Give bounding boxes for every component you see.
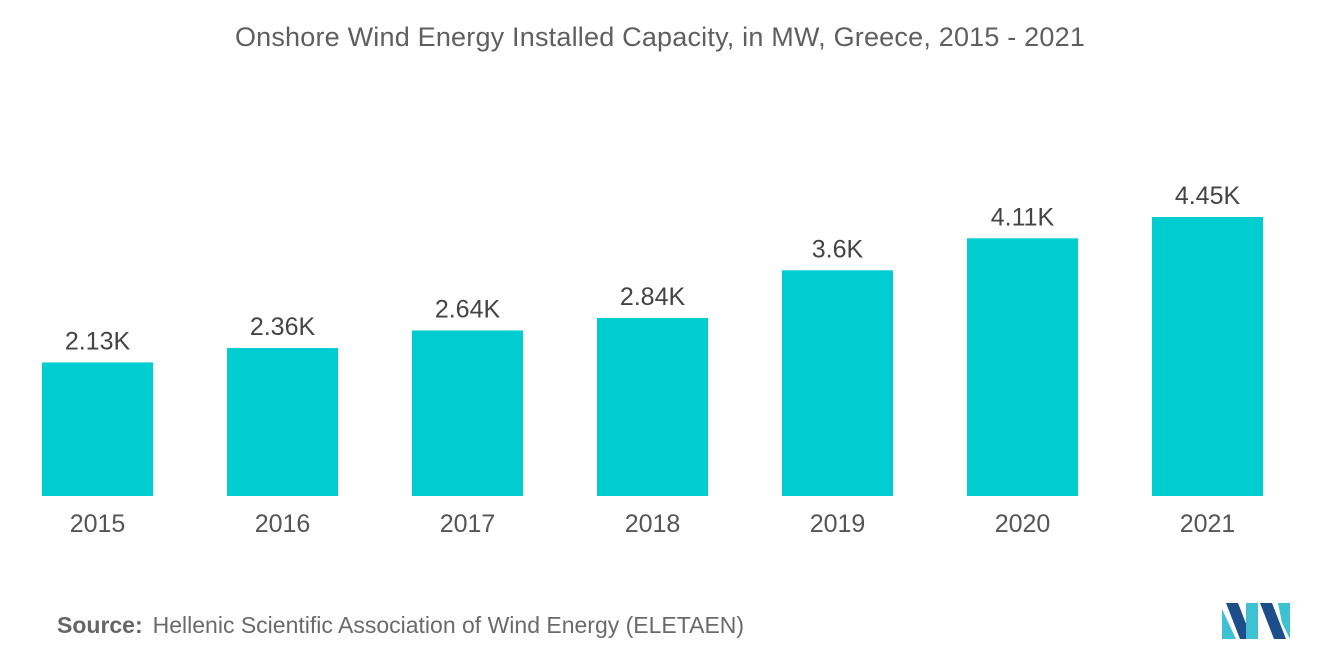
data-label-2017: 2.64K (435, 295, 501, 323)
bar-2019 (782, 270, 893, 496)
x-tick-label-2021: 2021 (1180, 510, 1236, 538)
data-label-2018: 2.84K (620, 283, 686, 311)
bar-2020 (967, 238, 1078, 497)
bar-chart: 2.13K 2015 2.36K 2016 2.64K 2017 2.84K 2018 3.6K… (42, 182, 1263, 538)
data-label-2015: 2.13K (65, 327, 131, 355)
data-label-2019: 3.6K (812, 235, 864, 263)
bar-2015 (42, 362, 153, 496)
data-label-2020: 4.11K (991, 203, 1055, 231)
bar-2021 (1152, 217, 1263, 496)
x-tick-label-2019: 2019 (810, 510, 866, 538)
x-tick-label-2017: 2017 (440, 510, 496, 538)
x-tick-label-2016: 2016 (255, 510, 311, 538)
source-note: Source: Hellenic Scientific Association o… (57, 612, 744, 639)
x-tick-label-2018: 2018 (625, 510, 681, 538)
mordor-intelligence-logo-icon (1222, 603, 1290, 639)
bar-2016 (227, 348, 338, 496)
x-tick-label-2020: 2020 (995, 510, 1051, 538)
source-text: Hellenic Scientific Association of Wind … (152, 612, 745, 638)
data-label-2016: 2.36K (250, 313, 316, 341)
chart-title: Onshore Wind Energy Installed Capacity, … (234, 22, 1086, 52)
bar-2018 (597, 317, 708, 496)
source-label: Source: (57, 612, 143, 638)
bar-2017 (412, 330, 523, 496)
data-label-2021: 4.45K (1175, 182, 1241, 210)
x-tick-label-2015: 2015 (70, 510, 126, 538)
